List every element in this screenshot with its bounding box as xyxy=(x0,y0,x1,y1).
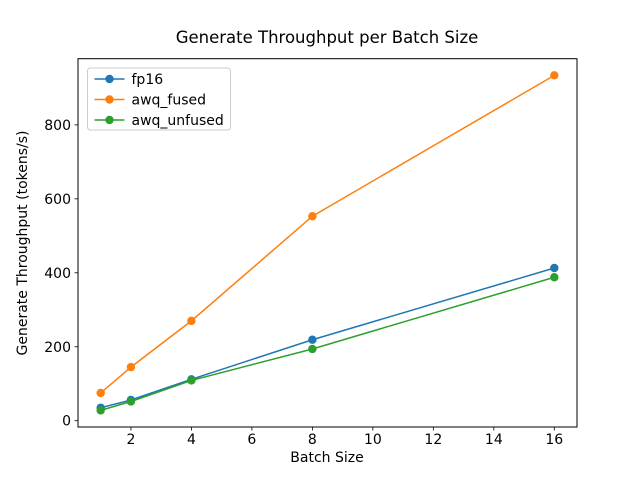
legend-handle-marker-awq_unfused xyxy=(105,115,114,125)
axes-frame xyxy=(77,58,578,428)
data-point-awq_unfused xyxy=(308,344,317,354)
y-tick-label: 0 xyxy=(62,414,71,430)
data-point-awq_unfused xyxy=(550,273,559,282)
data-point-awq_fused xyxy=(187,316,196,326)
y-tick-label: 400 xyxy=(44,266,71,282)
data-point-awq_fused xyxy=(308,212,317,221)
data-point-fp16 xyxy=(550,263,559,273)
legend-label-awq_fused: awq_fused xyxy=(132,93,207,109)
data-point-awq_fused xyxy=(126,362,136,372)
x-tick-label: 2 xyxy=(126,432,135,448)
x-tick-label: 4 xyxy=(187,432,196,448)
x-tick-label: 16 xyxy=(545,432,563,448)
x-axis-label: Batch Size xyxy=(290,450,364,466)
data-point-awq_fused xyxy=(550,71,559,80)
y-tick-label: 600 xyxy=(44,192,71,208)
legend-handle-marker-awq_fused xyxy=(105,95,114,104)
legend-label-fp16: fp16 xyxy=(132,72,164,88)
y-tick-label: 200 xyxy=(44,340,71,356)
series-line-awq_unfused xyxy=(100,276,555,412)
x-tick-label: 8 xyxy=(308,432,317,448)
data-point-awq_unfused xyxy=(96,406,105,415)
legend-label-awq_unfused: awq_unfused xyxy=(132,113,224,129)
chart-title: Generate Throughput per Batch Size xyxy=(175,28,479,47)
legend-frame xyxy=(87,67,231,131)
y-tick-label: 800 xyxy=(44,118,71,134)
x-tick-label: 14 xyxy=(485,432,503,448)
legend-handle-marker-fp16 xyxy=(105,74,114,84)
data-point-awq_unfused xyxy=(126,397,136,406)
data-point-awq_unfused xyxy=(187,376,196,385)
data-point-fp16 xyxy=(308,335,317,344)
x-tick-label: 6 xyxy=(247,432,256,448)
y-axis-label: Generate Throughput (tokens/s) xyxy=(15,130,31,356)
x-tick-label: 12 xyxy=(424,432,442,448)
data-point-awq_fused xyxy=(96,388,105,398)
x-tick-label: 10 xyxy=(364,432,382,448)
